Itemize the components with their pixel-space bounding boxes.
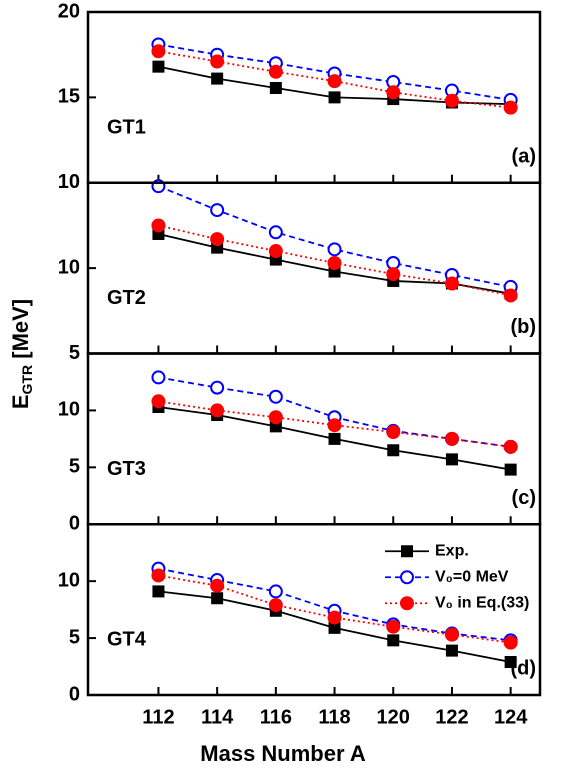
marker xyxy=(210,578,225,593)
marker xyxy=(152,60,165,73)
panel-tag: (d) xyxy=(510,658,536,680)
marker xyxy=(327,610,342,625)
x-tick-label: 112 xyxy=(142,706,174,728)
x-tick-label: 118 xyxy=(318,706,350,728)
marker xyxy=(445,644,458,657)
marker xyxy=(210,232,225,247)
marker xyxy=(151,218,166,233)
marker xyxy=(503,100,518,115)
marker xyxy=(210,203,225,218)
y-tick-label: 10 xyxy=(58,171,80,193)
y-tick-label: 10 xyxy=(58,569,80,591)
panel-tag: (a) xyxy=(512,145,536,167)
y-axis-label: EGTR [MeV] xyxy=(8,299,35,409)
panel-frame xyxy=(86,10,542,184)
marker xyxy=(268,389,283,404)
y-tick-label: 5 xyxy=(69,342,80,364)
legend-marker xyxy=(401,545,413,558)
y-label-sub: GTR xyxy=(19,365,35,395)
x-tick-label: 122 xyxy=(435,706,468,728)
marker xyxy=(386,267,401,282)
marker xyxy=(269,81,282,94)
marker xyxy=(444,431,459,446)
y-tick-label: 0 xyxy=(69,513,80,535)
y-tick-label: 10 xyxy=(58,399,80,421)
marker xyxy=(503,288,518,303)
marker xyxy=(268,225,283,240)
marker xyxy=(328,432,341,445)
marker xyxy=(151,568,166,583)
y-tick-label: 5 xyxy=(69,456,80,478)
marker xyxy=(268,244,283,259)
marker xyxy=(444,276,459,291)
panel-frame xyxy=(86,523,542,697)
marker xyxy=(268,584,283,599)
marker xyxy=(151,394,166,409)
marker xyxy=(268,598,283,613)
marker xyxy=(504,655,517,668)
marker xyxy=(211,72,224,85)
x-tick-label: 114 xyxy=(201,706,234,728)
marker xyxy=(210,380,225,395)
y-tick-label: 10 xyxy=(58,256,80,278)
marker xyxy=(444,627,459,642)
marker xyxy=(328,621,341,634)
y-tick-label: 20 xyxy=(58,0,80,22)
marker xyxy=(211,592,224,605)
y-tick-label: 5 xyxy=(69,626,80,648)
panel-label: GT4 xyxy=(107,629,147,651)
x-tick-label: 120 xyxy=(377,706,410,728)
y-label-unit: [MeV] xyxy=(8,299,33,365)
panel-tag: (c) xyxy=(512,487,536,509)
marker xyxy=(504,463,517,476)
marker xyxy=(387,444,400,457)
legend-label: V₀=0 MeV xyxy=(435,568,509,585)
y-label-main: E xyxy=(8,394,33,409)
panel-label: GT3 xyxy=(107,458,146,480)
marker xyxy=(327,74,342,89)
marker xyxy=(210,403,225,418)
marker xyxy=(327,418,342,433)
panel-label: GT2 xyxy=(107,287,146,309)
marker xyxy=(151,370,166,385)
marker xyxy=(503,439,518,454)
panel-label: GT1 xyxy=(107,116,146,138)
panel-tag: (b) xyxy=(510,316,536,338)
marker xyxy=(386,619,401,634)
x-tick-label: 116 xyxy=(260,706,292,728)
marker xyxy=(386,425,401,440)
y-tick-label: 15 xyxy=(58,86,80,108)
marker xyxy=(386,85,401,100)
y-tick-label: 0 xyxy=(69,683,80,705)
marker xyxy=(210,54,225,69)
marker xyxy=(387,634,400,647)
legend-label: Exp. xyxy=(435,542,469,559)
marker xyxy=(444,93,459,108)
marker xyxy=(268,64,283,79)
marker xyxy=(327,256,342,271)
marker xyxy=(152,585,165,598)
marker xyxy=(503,635,518,650)
legend-marker xyxy=(400,570,414,585)
legend-marker xyxy=(400,596,414,611)
legend-label: V₀ in Eq.(33) xyxy=(435,594,529,611)
marker xyxy=(151,44,166,59)
marker xyxy=(327,242,342,257)
marker xyxy=(445,453,458,466)
marker xyxy=(328,91,341,104)
x-tick-label: 124 xyxy=(494,706,528,728)
x-axis-label: Mass Number A xyxy=(200,741,366,766)
marker xyxy=(268,410,283,425)
